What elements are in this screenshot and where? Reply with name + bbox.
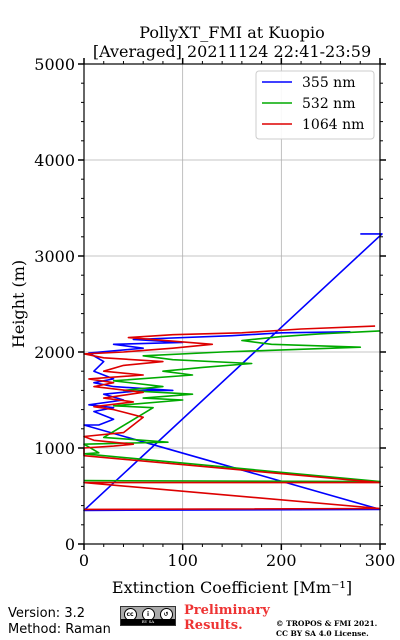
extinction-profile-chart: PollyXT_FMI at Kuopio [Averaged] 2021112… [9,23,395,597]
cc-badge-label: BY SA [121,619,175,625]
x-tick-label: 0 [79,551,89,570]
axis-tick-labels: 0 1000 2000 3000 4000 5000 0 100 200 300 [34,55,395,570]
chart-subtitle: [Averaged] 20211124 22:41-23:59 [93,42,371,61]
footer-info: Version: 3.2 Method: Raman [8,606,111,638]
chart-title: PollyXT_FMI at Kuopio [139,23,325,42]
axis-ticks [78,58,386,550]
method-text: Method: Raman [8,622,111,637]
legend-label: 355 nm [302,75,355,91]
license-line-2: CC BY SA 4.0 License. [276,629,369,638]
x-tick-label: 100 [167,551,198,570]
series-lines [83,233,383,512]
version-text: Version: 3.2 [8,606,85,621]
plot-frame [83,63,381,545]
series-line-1064-nm [83,325,381,511]
y-tick-label: 0 [65,535,75,554]
preliminary-notice: Preliminary Results. [184,603,270,633]
y-tick-label: 5000 [34,55,75,74]
x-axis-label: Extinction Coefficient [Mm⁻¹] [112,578,352,597]
y-tick-label: 2000 [34,343,75,362]
legend-label: 532 nm [302,96,355,112]
legend-box [255,70,375,140]
y-axis-label: Height (m) [9,260,28,348]
x-tick-label: 200 [266,551,297,570]
license-line-1: © TROPOS & FMI 2021. [276,619,378,628]
preliminary-line-2: Results. [184,618,243,633]
y-tick-label: 1000 [34,439,75,458]
y-tick-label: 3000 [34,247,75,266]
preliminary-line-1: Preliminary [184,603,270,618]
y-tick-label: 4000 [34,151,75,170]
license-notice: © TROPOS & FMI 2021. CC BY SA 4.0 Licens… [276,619,377,639]
legend-label: 1064 nm [302,117,364,133]
cc-license-badge: cc i ↺ BY SA [120,606,176,626]
legend: 355 nm 532 nm 1064 nm [255,70,375,140]
x-tick-label: 300 [365,551,396,570]
